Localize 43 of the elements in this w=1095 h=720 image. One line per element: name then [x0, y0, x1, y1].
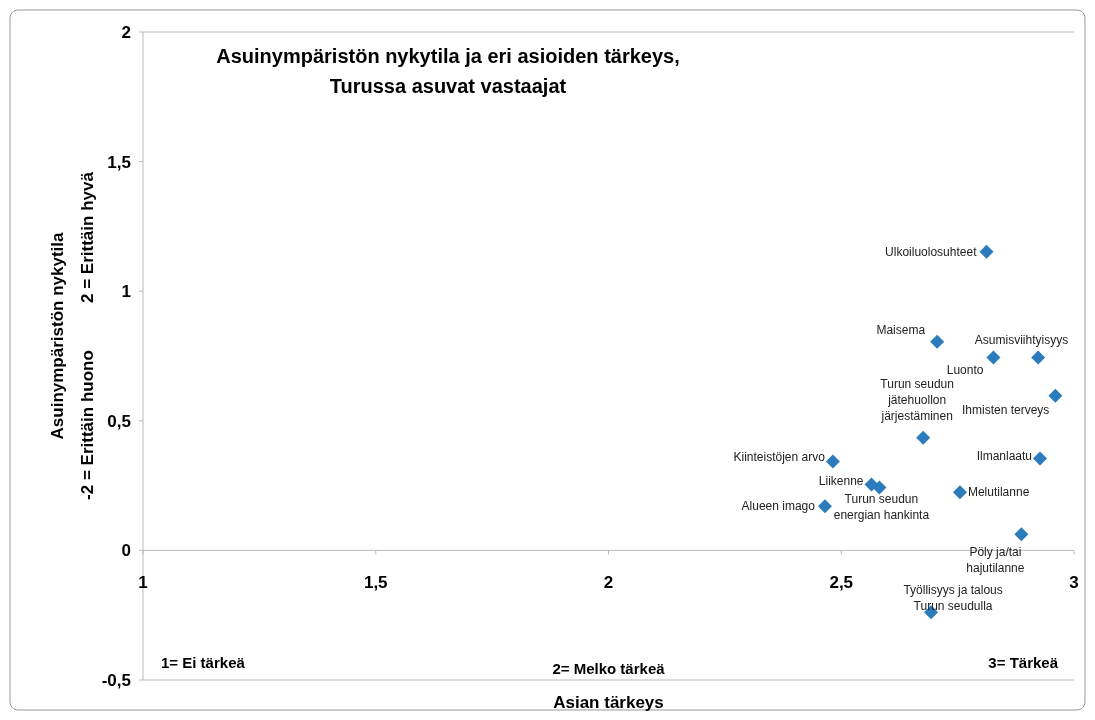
text: Asuinympäristön nykytila ja eri asioiden tärkeys, Turussa asuvat vastaajat: [216, 45, 680, 97]
point: [1048, 388, 1063, 403]
annotation: 1= Ei tärkeä: [161, 654, 246, 671]
point: [872, 480, 887, 495]
annotation: Ilmanlaatu: [976, 449, 1033, 464]
x-tick-label: 1,5: [363, 573, 388, 593]
y-tick-label: 1: [121, 282, 131, 302]
annotation: Melutilanne: [967, 485, 1030, 500]
annotation: 3= Tärkeä: [988, 654, 1059, 671]
point: [825, 454, 840, 469]
y-tick-label: -0,5: [101, 671, 131, 690]
annotation: Ulkoiluolosuhteet: [885, 244, 978, 259]
annotation: Turun seudun jätehuollon järjestäminen: [880, 376, 954, 423]
annotation: Liikenne: [818, 473, 864, 488]
point: [817, 499, 832, 514]
y-axis-title: Asuinympäristön nykytila -2 = Erittäin huono 2 = Erittäin hyvä: [48, 171, 97, 500]
y-tick-label: 0,5: [107, 411, 131, 431]
point: [952, 485, 967, 500]
x-axis-title: Asian tärkeys: [553, 693, 664, 712]
annotation: Maisema: [876, 322, 926, 337]
point: [916, 430, 931, 445]
point: [986, 350, 1001, 365]
y-tick-label: 0: [121, 541, 131, 561]
annotation: Pöly ja/tai hajutilanne: [966, 545, 1025, 576]
point: [1014, 527, 1029, 542]
point: [979, 244, 994, 259]
y-tick-label: 1,5: [107, 152, 131, 172]
x-tick-label: 1: [138, 573, 148, 593]
x-tick-label: 2,5: [829, 573, 854, 593]
annotation: Kiinteistöjen arvo: [733, 450, 826, 465]
annotation: Ihmisten terveys: [962, 402, 1050, 417]
annotation: Työllisyys ja talous Turun seudulla: [903, 583, 1003, 614]
point: [1031, 350, 1046, 365]
annotation: Turun seudun energian hankinta: [833, 492, 930, 523]
annotation: 2= Melko tärkeä: [552, 660, 666, 677]
y-tick-label: 2: [121, 23, 131, 42]
point: [1033, 451, 1048, 466]
annotation: Alueen imago: [741, 499, 816, 514]
x-tick-label: 2: [603, 573, 614, 593]
x-tick-label: 3: [1069, 573, 1079, 593]
point: [930, 334, 945, 349]
annotation: Asumisviihtyisyys: [974, 332, 1069, 347]
annotation: Luonto: [946, 362, 984, 377]
